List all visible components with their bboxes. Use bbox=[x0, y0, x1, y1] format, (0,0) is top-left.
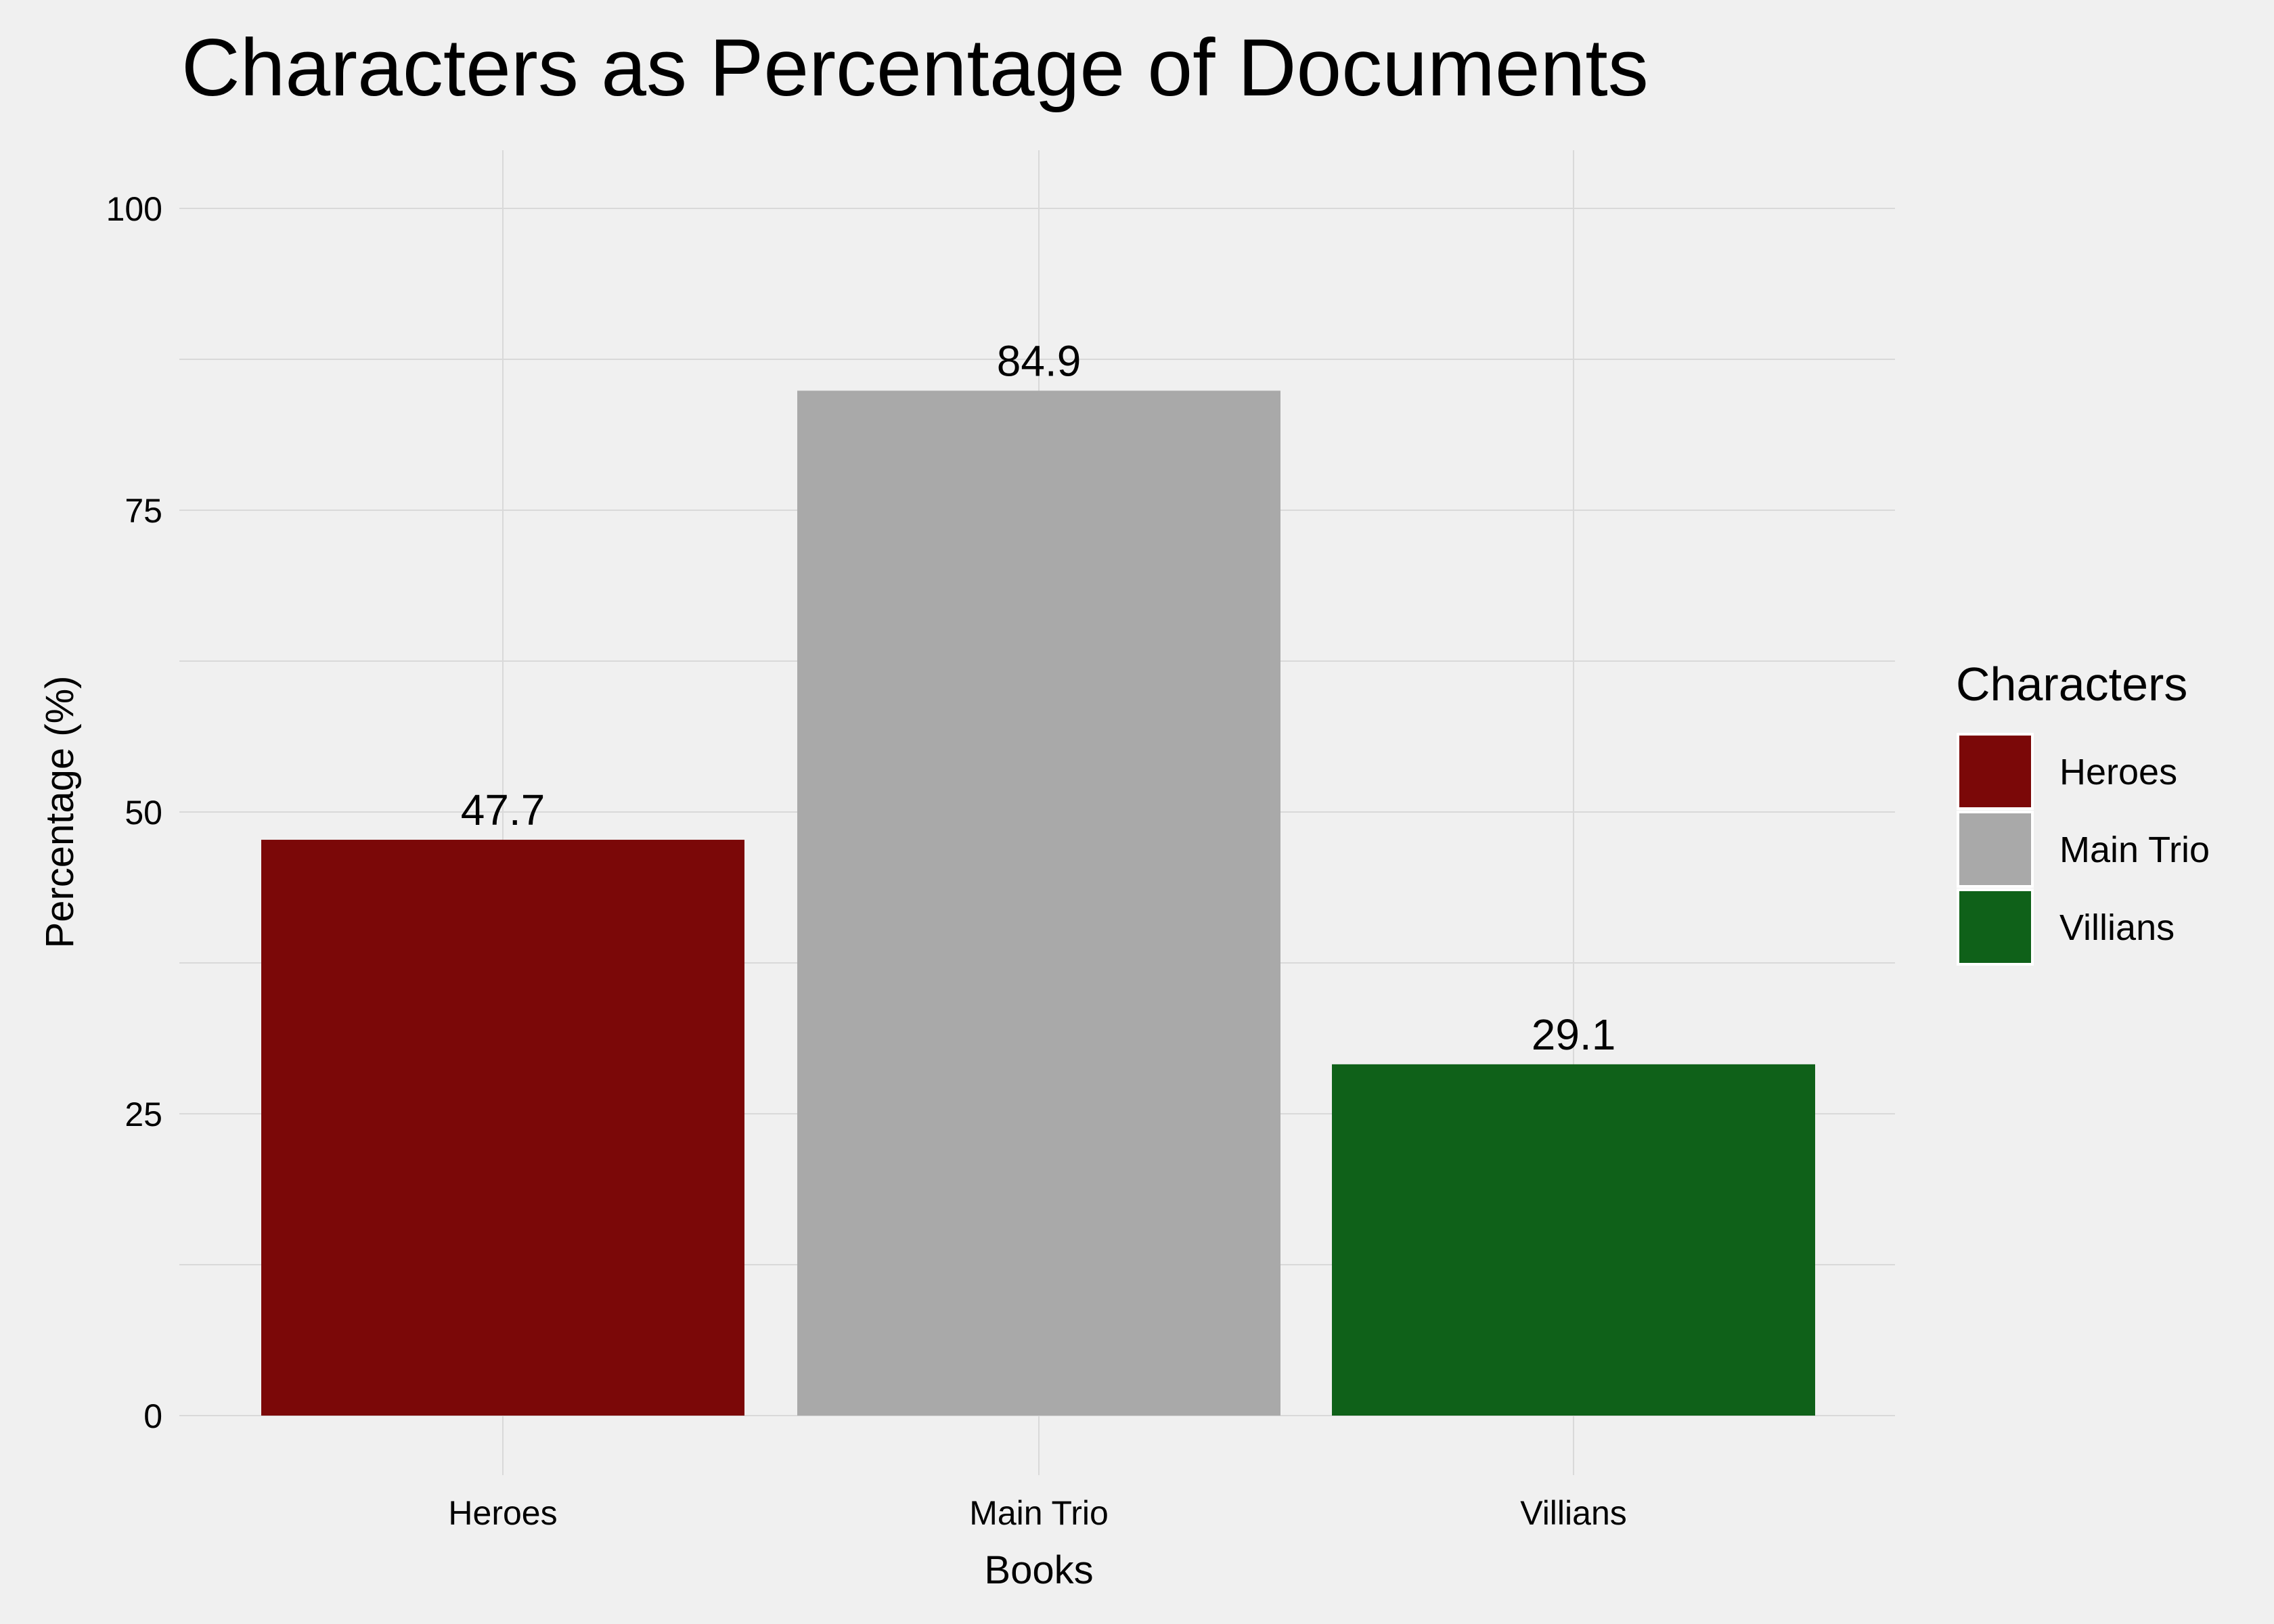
legend-swatch bbox=[1957, 811, 2034, 888]
data-label: 84.9 bbox=[997, 336, 1082, 385]
legend-label: Main Trio bbox=[2059, 830, 2210, 870]
x-axis-ticks: Heroes Main Trio Villians bbox=[448, 1494, 1626, 1532]
bar-heroes bbox=[261, 840, 744, 1416]
data-label: 29.1 bbox=[1532, 1010, 1616, 1059]
bar-main-trio bbox=[797, 390, 1280, 1416]
chart-title: Characters as Percentage of Documents bbox=[181, 22, 1649, 113]
y-axis-ticks: 0 25 50 75 100 bbox=[106, 190, 162, 1435]
x-axis-title: Books bbox=[984, 1548, 1093, 1592]
y-tick-label: 25 bbox=[125, 1096, 162, 1133]
bar-villians bbox=[1332, 1064, 1815, 1416]
legend-label: Heroes bbox=[2059, 752, 2177, 792]
x-tick-label: Heroes bbox=[448, 1494, 557, 1532]
y-tick-label: 75 bbox=[125, 492, 162, 530]
legend-title: Characters bbox=[1956, 658, 2187, 710]
legend-label: Villians bbox=[2059, 907, 2175, 948]
y-axis-title: Percentage (%) bbox=[38, 676, 82, 949]
bars bbox=[261, 390, 1815, 1416]
legend-swatch bbox=[1957, 733, 2034, 810]
legend-swatch bbox=[1957, 888, 2034, 966]
data-labels: 47.7 84.9 29.1 bbox=[461, 336, 1616, 1058]
legend: Characters Heroes Main Trio Villians bbox=[1956, 658, 2210, 966]
y-tick-label: 0 bbox=[143, 1397, 162, 1435]
data-label: 47.7 bbox=[461, 786, 545, 834]
y-tick-label: 100 bbox=[106, 190, 162, 228]
y-tick-label: 50 bbox=[125, 794, 162, 832]
x-tick-label: Main Trio bbox=[969, 1494, 1109, 1532]
x-tick-label: Villians bbox=[1520, 1494, 1627, 1532]
